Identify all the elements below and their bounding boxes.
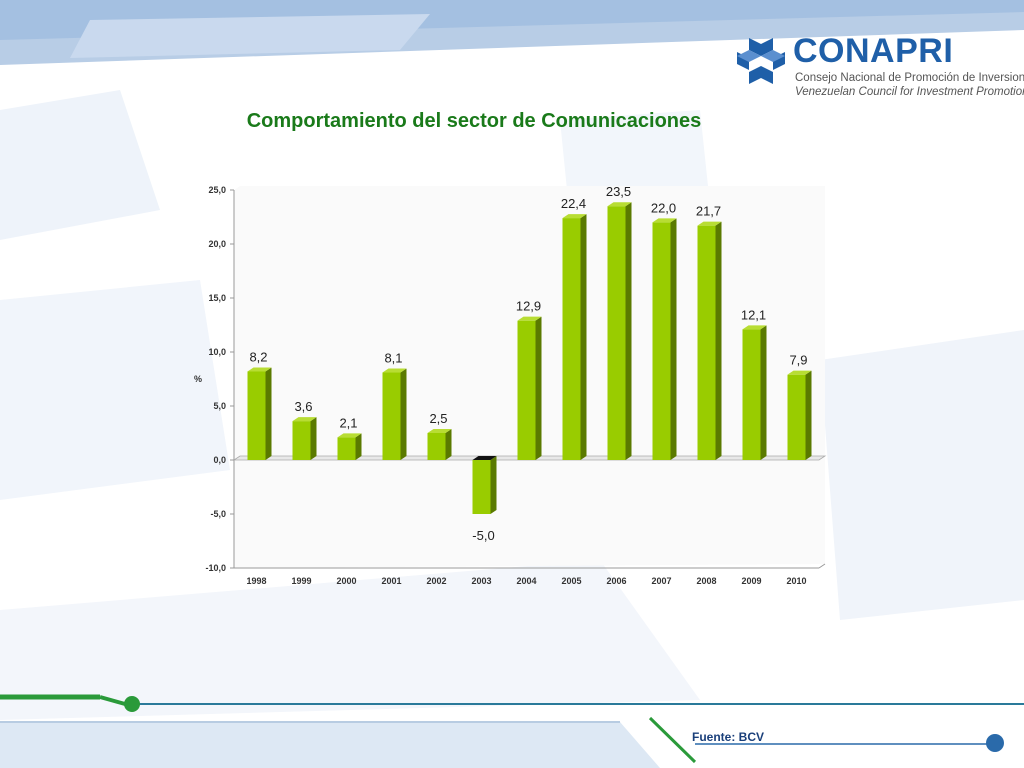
bar-side (805, 370, 812, 460)
data-label: 22,0 (651, 200, 676, 215)
data-label: 12,9 (516, 299, 541, 314)
bar-face (697, 225, 716, 460)
data-label: 2,5 (429, 411, 447, 426)
data-label: 23,5 (606, 184, 631, 199)
bar-top (742, 325, 767, 330)
bar (697, 221, 722, 460)
y-tick-label: 25,0 (208, 185, 226, 195)
bar-side (580, 214, 587, 460)
source-note: Fuente: BCV (692, 730, 764, 744)
data-label: 3,6 (294, 399, 312, 414)
bar-top (697, 221, 722, 226)
x-tick-label: 2010 (786, 576, 806, 586)
y-tick-label: 5,0 (213, 401, 226, 411)
logo-subtitle-en: Venezuelan Council for Investment Promot… (795, 86, 1024, 98)
x-tick-label: 1999 (291, 576, 311, 586)
data-label: 12,1 (741, 307, 766, 322)
bar (292, 417, 317, 460)
bar (472, 456, 497, 514)
x-tick-label: 2003 (471, 576, 491, 586)
data-label: 8,2 (249, 349, 267, 364)
bar (382, 368, 407, 460)
logo-subtitle-es: Consejo Nacional de Promoción de Inversi… (795, 72, 1024, 84)
x-tick-label: 2008 (696, 576, 716, 586)
bar-face (337, 437, 356, 460)
bar-face (517, 320, 536, 460)
bar-side (400, 368, 407, 460)
bar-face (472, 460, 491, 514)
bar-side (490, 456, 497, 514)
bar-face (652, 222, 671, 460)
chart-title: Comportamiento del sector de Comunicacio… (246, 110, 702, 132)
data-label: 8,1 (384, 351, 402, 366)
bar-top (787, 370, 812, 375)
conapri-emblem-icon (737, 38, 785, 84)
y-tick-label: 15,0 (208, 293, 226, 303)
x-tick-label: 2006 (606, 576, 626, 586)
bar-top (517, 316, 542, 321)
data-label: -5,0 (472, 528, 494, 543)
bar-face (292, 421, 311, 460)
bar-side (355, 433, 362, 460)
x-tick-label: 2007 (651, 576, 671, 586)
bar (517, 316, 542, 460)
bar-top (562, 214, 587, 219)
logo-name: CONAPRI (793, 32, 954, 70)
bar-side (265, 367, 272, 460)
bar (247, 367, 272, 460)
data-label: 7,9 (789, 353, 807, 368)
y-tick-label: -10,0 (205, 563, 226, 573)
bar (652, 218, 677, 460)
bar-top (427, 429, 452, 433)
bar-face (562, 218, 581, 460)
x-tick-label: 2009 (741, 576, 761, 586)
bar-side (535, 316, 542, 460)
x-tick-label: 2002 (426, 576, 446, 586)
bar-side (760, 325, 767, 460)
bar (562, 214, 587, 460)
x-axis-depth-line (818, 563, 826, 569)
bar-top (652, 218, 677, 223)
x-tick-label: 2000 (336, 576, 356, 586)
bar-face (427, 433, 446, 460)
y-tick-label: 10,0 (208, 347, 226, 357)
data-label: 2,1 (339, 415, 357, 430)
bar (607, 202, 632, 460)
bar-side (625, 202, 632, 460)
bar (427, 429, 452, 460)
bar (742, 325, 767, 460)
bar-top (382, 368, 407, 373)
bar-side (670, 218, 677, 460)
bar-face (787, 374, 806, 460)
bar-top (472, 456, 497, 460)
y-axis-label: % (194, 374, 202, 384)
bar-top (337, 433, 362, 438)
x-tick-label: 2005 (561, 576, 581, 586)
y-tick-label: -5,0 (210, 509, 226, 519)
bar-face (247, 371, 266, 460)
conapri-logo: CONAPRI Consejo Nacional de Promoción de… (733, 30, 1024, 102)
x-tick-label: 1998 (246, 576, 266, 586)
bar-side (445, 429, 452, 460)
bar (337, 433, 362, 460)
data-label: 22,4 (561, 196, 586, 211)
y-tick-label: 0,0 (213, 455, 226, 465)
bar-face (742, 329, 761, 460)
bar-side (715, 221, 722, 460)
bar-face (607, 206, 626, 460)
x-tick-label: 2004 (516, 576, 536, 586)
data-label: 21,7 (696, 204, 721, 219)
bar-side (310, 417, 317, 460)
x-tick-label: 2001 (381, 576, 401, 586)
bar-face (382, 372, 401, 460)
bar-top (247, 367, 272, 372)
y-tick-label: 20,0 (208, 239, 226, 249)
bar-top (292, 417, 317, 422)
bar (787, 370, 812, 460)
bar-top (607, 202, 632, 207)
